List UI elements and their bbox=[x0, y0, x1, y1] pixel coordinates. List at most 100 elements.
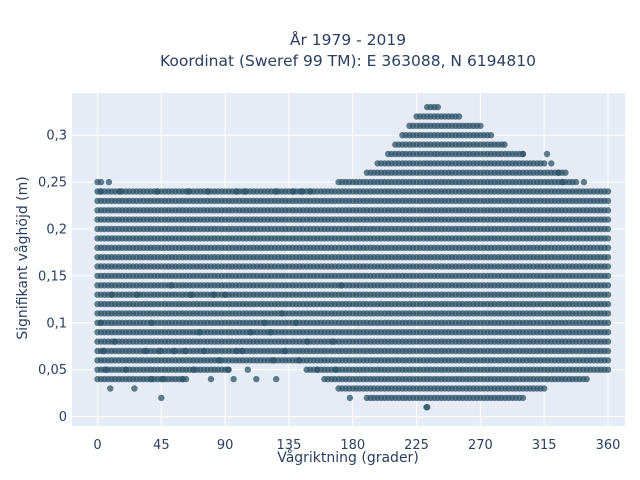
chart-title-line-1: År 1979 - 2019 bbox=[290, 30, 406, 49]
data-point bbox=[159, 375, 166, 383]
data-point bbox=[487, 132, 495, 139]
data-point bbox=[244, 366, 251, 373]
data-point bbox=[604, 347, 612, 355]
data-point bbox=[273, 375, 280, 383]
x-tick-label: 360 bbox=[596, 438, 621, 453]
data-point bbox=[314, 366, 321, 373]
data-point bbox=[604, 225, 612, 233]
data-point bbox=[281, 347, 288, 355]
data-point bbox=[233, 347, 240, 355]
data-point bbox=[273, 188, 280, 195]
data-point bbox=[604, 329, 612, 336]
data-point bbox=[346, 394, 354, 402]
data-point bbox=[541, 160, 548, 167]
data-point bbox=[142, 347, 149, 355]
data-point bbox=[519, 394, 527, 402]
data-point bbox=[100, 347, 107, 355]
data-point bbox=[541, 385, 548, 392]
data-point bbox=[572, 178, 580, 186]
y-tick-label: 0,2 bbox=[46, 223, 67, 238]
data-point bbox=[278, 310, 286, 317]
data-point bbox=[182, 347, 189, 355]
y-tick-label: 0,1 bbox=[46, 316, 67, 331]
data-point bbox=[455, 113, 463, 120]
data-point bbox=[338, 282, 345, 289]
x-tick-label: 315 bbox=[532, 438, 557, 453]
data-point bbox=[580, 178, 588, 186]
data-point bbox=[604, 197, 612, 205]
data-point bbox=[185, 188, 192, 195]
data-point bbox=[122, 366, 130, 373]
data-point bbox=[604, 366, 612, 373]
data-point bbox=[210, 291, 217, 298]
data-point bbox=[153, 188, 161, 195]
y-tick-label: 0,05 bbox=[38, 363, 67, 378]
data-point bbox=[298, 188, 305, 195]
data-point bbox=[247, 329, 254, 336]
data-point bbox=[221, 291, 229, 298]
data-point bbox=[562, 169, 569, 176]
data-point bbox=[102, 366, 110, 373]
data-point bbox=[261, 319, 268, 326]
data-point bbox=[148, 375, 155, 383]
data-point bbox=[179, 375, 186, 383]
x-tick-label: 45 bbox=[153, 438, 170, 453]
data-point bbox=[97, 188, 104, 195]
x-tick-label: 270 bbox=[468, 438, 493, 453]
data-point bbox=[207, 375, 215, 383]
y-tick-labels: 0 0,05 0,1 0,15 0,2 0,25 0,3 bbox=[38, 129, 67, 425]
data-point bbox=[117, 188, 124, 195]
data-point bbox=[519, 150, 527, 158]
x-tick-label: 0 bbox=[93, 438, 101, 453]
data-point bbox=[216, 357, 223, 364]
data-point bbox=[239, 347, 246, 355]
data-point bbox=[196, 329, 203, 336]
data-point bbox=[604, 282, 612, 289]
data-point bbox=[253, 375, 260, 383]
data-point bbox=[158, 394, 165, 402]
y-axis-label: Signifikant våghöjd (m) bbox=[14, 176, 31, 339]
x-tick-label: 180 bbox=[340, 438, 365, 453]
y-tick-label: 0 bbox=[59, 410, 67, 425]
data-point bbox=[548, 160, 555, 167]
data-point bbox=[555, 169, 562, 176]
data-point bbox=[107, 385, 114, 392]
data-point bbox=[604, 216, 612, 223]
data-point bbox=[477, 122, 484, 129]
data-point bbox=[604, 207, 612, 214]
data-point bbox=[295, 357, 303, 364]
data-point bbox=[190, 366, 198, 373]
y-tick-label: 0,25 bbox=[38, 176, 67, 191]
data-point bbox=[604, 254, 612, 261]
data-point bbox=[604, 188, 612, 195]
data-point bbox=[559, 178, 566, 186]
data-point bbox=[170, 347, 178, 355]
data-point bbox=[134, 291, 141, 298]
data-point bbox=[583, 375, 590, 383]
data-point bbox=[304, 338, 311, 345]
data-point bbox=[501, 141, 508, 148]
y-tick-label: 0,3 bbox=[46, 129, 67, 144]
data-point bbox=[105, 178, 113, 186]
data-point bbox=[604, 338, 612, 345]
data-point bbox=[290, 188, 297, 195]
data-point bbox=[292, 319, 300, 326]
data-point bbox=[604, 244, 612, 251]
data-point bbox=[604, 300, 612, 308]
data-point bbox=[168, 282, 175, 289]
data-point bbox=[108, 291, 115, 298]
data-point bbox=[267, 329, 274, 336]
data-point bbox=[230, 375, 237, 383]
data-point bbox=[434, 103, 441, 111]
data-point bbox=[97, 319, 104, 326]
data-point bbox=[241, 188, 249, 195]
data-point bbox=[148, 319, 155, 326]
data-point bbox=[423, 404, 430, 411]
data-point bbox=[200, 347, 208, 355]
data-point bbox=[131, 385, 138, 392]
data-point bbox=[604, 235, 612, 242]
data-point bbox=[204, 188, 212, 195]
data-point bbox=[270, 357, 277, 364]
x-axis-label: Vågriktning (grader) bbox=[277, 449, 419, 466]
